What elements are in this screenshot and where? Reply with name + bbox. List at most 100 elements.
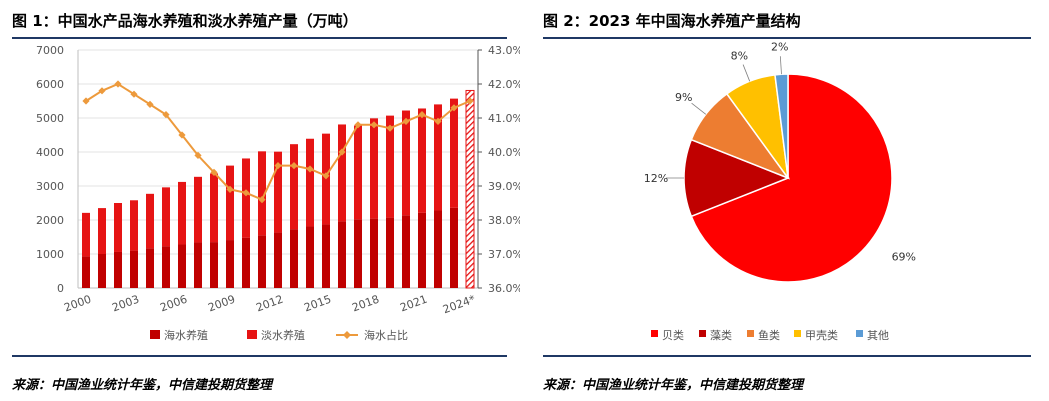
y-left-tick-label: 3000 <box>36 180 64 193</box>
bar-seawater <box>114 251 122 288</box>
pie-leader-line <box>742 64 751 82</box>
y-left-tick-label: 6000 <box>36 78 64 91</box>
bar-seawater <box>210 242 218 288</box>
bar-seawater <box>338 221 346 288</box>
share-point <box>466 97 474 105</box>
bar-freshwater <box>450 98 458 208</box>
legend-label: 藻类 <box>710 328 732 342</box>
legend-label: 鱼类 <box>758 328 780 342</box>
bar-freshwater <box>162 187 170 247</box>
bar-freshwater <box>210 173 218 243</box>
bar-freshwater <box>130 200 138 251</box>
bar-freshwater <box>418 108 426 213</box>
x-tick-label: 2018 <box>350 293 381 315</box>
pie-leader-line <box>779 56 782 75</box>
y-right-tick-label: 39.0% <box>488 180 520 193</box>
bar-seawater <box>386 217 394 288</box>
legend-swatch <box>651 330 658 337</box>
bar-freshwater <box>354 125 362 220</box>
share-point <box>242 189 250 197</box>
bar-total-projected <box>465 89 475 289</box>
left-title-rule <box>12 37 507 39</box>
bar-freshwater <box>178 181 186 245</box>
share-point <box>290 162 298 170</box>
y-left-tick-label: 0 <box>57 282 64 295</box>
legend-label-seawater: 海水养殖 <box>164 328 208 342</box>
bar-seawater <box>178 244 186 288</box>
bar-seawater <box>354 219 362 288</box>
x-tick-label: 2009 <box>206 293 237 315</box>
legend-swatch <box>794 330 801 337</box>
share-point <box>354 121 362 129</box>
legend-label: 贝类 <box>662 328 684 342</box>
bar-line-chart: 0 1000 2000 3000 4000 5000 6000 7000 36.0% 37.0%… <box>36 44 520 342</box>
y-right-tick-label: 42.0% <box>488 78 520 91</box>
y-left-tick-label: 7000 <box>36 44 64 57</box>
right-source: 来源：中国渔业统计年鉴，中信建投期货整理 <box>543 378 804 393</box>
bar-seawater <box>370 218 378 288</box>
legend-swatch <box>856 330 863 337</box>
share-point <box>194 151 202 159</box>
right-figure-title: 图 2：2023 年中国海水养殖产量结构 <box>543 12 801 30</box>
share-point <box>258 196 266 204</box>
pie-data-label: 9% <box>675 91 692 104</box>
bar-freshwater <box>98 208 106 254</box>
share-point <box>434 117 442 125</box>
bar-seawater <box>450 207 458 288</box>
legend-swatch-seawater <box>150 330 160 339</box>
bar-freshwater <box>242 158 250 238</box>
bar-freshwater <box>114 203 122 252</box>
bar-seawater <box>98 254 106 288</box>
x-tick-label: 2000 <box>62 293 93 315</box>
pie-data-label: 12% <box>644 172 668 185</box>
legend-label: 其他 <box>867 329 889 342</box>
x-tick-label: 2021 <box>398 293 429 315</box>
y-right-tick-label: 37.0% <box>488 248 520 261</box>
bar-freshwater <box>274 151 282 233</box>
share-point <box>338 148 346 156</box>
legend-swatch <box>699 330 706 337</box>
share-point <box>402 117 410 125</box>
bar-freshwater <box>306 138 314 227</box>
bar-seawater <box>146 248 154 288</box>
share-point <box>418 111 426 119</box>
bar-seawater <box>274 232 282 288</box>
share-point <box>322 172 330 180</box>
y-right-tick-label: 36.0% <box>488 282 520 295</box>
pie-leader-line <box>691 102 707 115</box>
bar-seawater <box>242 237 250 288</box>
y-left-tick-label: 5000 <box>36 112 64 125</box>
bar-freshwater <box>386 115 394 218</box>
legend-swatch <box>747 330 754 337</box>
bar-seawater <box>322 224 330 288</box>
share-point <box>162 111 170 119</box>
share-point <box>274 162 282 170</box>
share-point <box>178 131 186 139</box>
x-tick-label: 2006 <box>158 293 189 315</box>
bar-seawater <box>434 210 442 288</box>
share-point <box>306 165 314 173</box>
left-source: 来源：中国渔业统计年鉴，中信建投期货整理 <box>12 378 273 393</box>
bar-seawater <box>402 215 410 288</box>
y-left-tick-label: 2000 <box>36 214 64 227</box>
share-point <box>98 87 106 95</box>
bar-seawater <box>418 212 426 288</box>
pie-chart: 69% 12% 9% 8% 2% 贝类 藻类 鱼类 甲壳类 其他 <box>644 40 916 342</box>
x-tick-label: 2015 <box>302 293 333 315</box>
y-right-tick-label: 38.0% <box>488 214 520 227</box>
pie-data-label: 2% <box>771 40 788 53</box>
bar-freshwater <box>258 151 266 236</box>
left-figure-title: 图 1：中国水产品海水养殖和淡水养殖产量（万吨） <box>12 12 358 30</box>
x-tick-label: 2003 <box>110 293 141 315</box>
bar-freshwater <box>370 118 378 219</box>
bar-seawater <box>194 242 202 288</box>
y-left-tick-label: 1000 <box>36 248 64 261</box>
share-point <box>114 80 122 88</box>
bar-seawater <box>290 229 298 288</box>
bar-freshwater <box>194 176 202 243</box>
bar-freshwater <box>82 212 90 257</box>
y-right-tick-label: 43.0% <box>488 44 520 57</box>
bar-freshwater <box>338 124 346 222</box>
share-point <box>130 90 138 98</box>
right-title-rule <box>543 37 1031 39</box>
